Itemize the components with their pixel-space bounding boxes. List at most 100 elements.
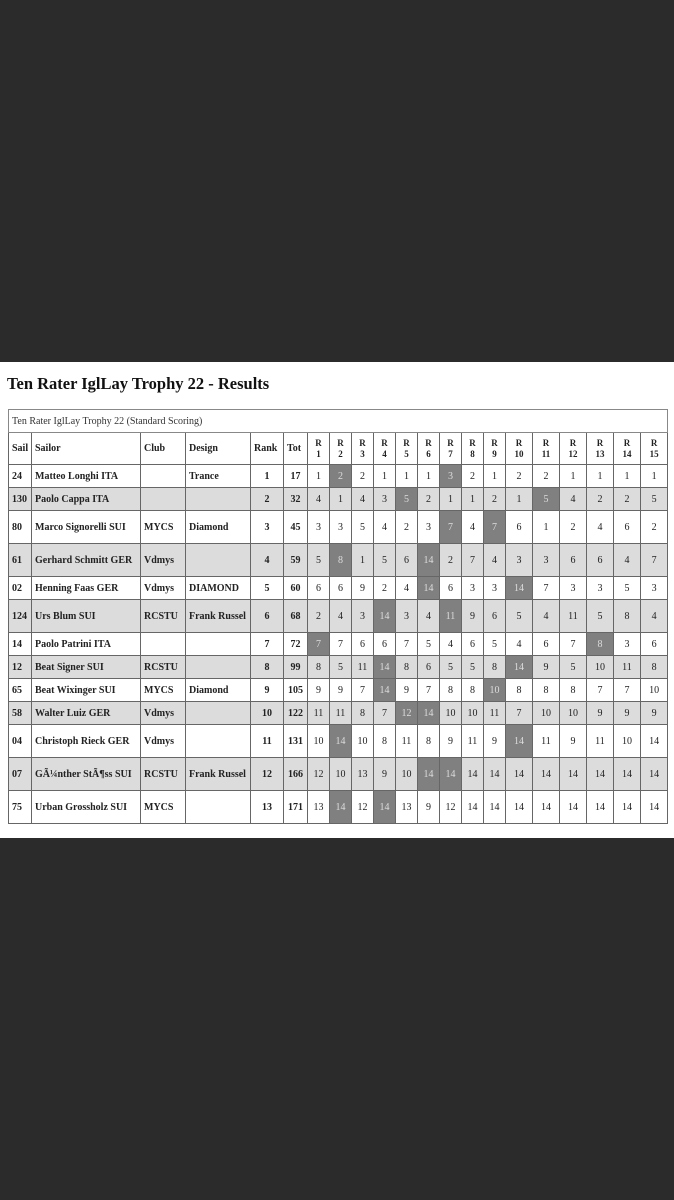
race-score: 3 — [417, 510, 440, 544]
sail-cell: 14 — [8, 632, 32, 656]
race-score: 11 — [351, 655, 374, 679]
race-score: 6 — [532, 632, 560, 656]
race-score: 1 — [461, 487, 484, 511]
race-score: 3 — [483, 576, 506, 600]
race-score: 4 — [639, 599, 669, 633]
race-score: 4 — [461, 510, 484, 544]
design-cell — [185, 790, 251, 824]
race-score: 10 — [639, 678, 669, 702]
race-score: 8 — [461, 678, 484, 702]
race-score: 1 — [639, 464, 669, 488]
column-header-race-10: R 10 — [505, 432, 533, 465]
total-cell: 72 — [283, 632, 308, 656]
total-cell: 166 — [283, 757, 308, 791]
club-cell: Vdmys — [140, 543, 186, 577]
race-score: 2 — [307, 599, 330, 633]
race-score: 6 — [351, 632, 374, 656]
total-cell: 105 — [283, 678, 308, 702]
race-score: 10 — [532, 701, 560, 725]
race-score: 5 — [351, 510, 374, 544]
race-score: 8 — [373, 724, 396, 758]
race-score: 3 — [586, 576, 614, 600]
race-score: 2 — [439, 543, 462, 577]
race-score: 10 — [461, 701, 484, 725]
race-score: 1 — [439, 487, 462, 511]
discarded-race-score: 11 — [439, 599, 462, 633]
race-score: 11 — [461, 724, 484, 758]
discarded-race-score: 10 — [483, 678, 506, 702]
race-score: 14 — [639, 724, 669, 758]
sail-cell: 24 — [8, 464, 32, 488]
table-row: 61 Gerhard Schmitt GER Vdmys 4 59 5 8 1 5 6 14 2 7 4 3… — [8, 543, 669, 577]
race-score: 3 — [613, 632, 641, 656]
race-score: 2 — [461, 464, 484, 488]
race-score: 13 — [395, 790, 418, 824]
discarded-race-score: 14 — [505, 576, 533, 600]
design-cell — [185, 701, 251, 725]
race-score: 2 — [586, 487, 614, 511]
sailor-cell: GÃ¼nther StÃ¶ss SUI — [31, 757, 141, 791]
discarded-race-score: 8 — [586, 632, 614, 656]
race-score: 3 — [532, 543, 560, 577]
sailor-cell: Paolo Cappa ITA — [31, 487, 141, 511]
column-header-race-2: R 2 — [329, 432, 352, 465]
race-score: 14 — [505, 790, 533, 824]
design-cell: Trance — [185, 464, 251, 488]
design-cell — [185, 724, 251, 758]
race-score: 14 — [532, 790, 560, 824]
table-row: 24 Matteo Longhi ITA Trance 1 17 1 2 2 1 1 1 3 2 1 2 2 1… — [8, 464, 669, 488]
total-cell: 32 — [283, 487, 308, 511]
total-cell: 68 — [283, 599, 308, 633]
rank-cell: 12 — [250, 757, 284, 791]
sail-cell: 12 — [8, 655, 32, 679]
discarded-race-score: 7 — [483, 510, 506, 544]
column-header-race-15: R 15 — [639, 432, 669, 465]
rank-cell: 4 — [250, 543, 284, 577]
discarded-race-score: 14 — [505, 655, 533, 679]
race-score: 10 — [329, 757, 352, 791]
race-score: 1 — [532, 510, 560, 544]
race-score: 5 — [461, 655, 484, 679]
table-row: 12 Beat Signer SUI RCSTU 8 99 8 5 11 14 8 6 5 5 8 14 9 5… — [8, 655, 669, 679]
race-score: 2 — [613, 487, 641, 511]
race-score: 9 — [559, 724, 587, 758]
column-header-race-3: R 3 — [351, 432, 374, 465]
race-score: 14 — [505, 757, 533, 791]
race-score: 2 — [559, 510, 587, 544]
rank-cell: 7 — [250, 632, 284, 656]
sail-cell: 80 — [8, 510, 32, 544]
race-score: 5 — [559, 655, 587, 679]
sail-cell: 75 — [8, 790, 32, 824]
race-score: 7 — [373, 701, 396, 725]
race-score: 1 — [329, 487, 352, 511]
discarded-race-score: 14 — [417, 576, 440, 600]
race-score: 6 — [559, 543, 587, 577]
race-score: 14 — [483, 790, 506, 824]
column-header-race-14: R 14 — [613, 432, 641, 465]
race-score: 4 — [559, 487, 587, 511]
sail-cell: 58 — [8, 701, 32, 725]
race-score: 4 — [505, 632, 533, 656]
race-score: 10 — [439, 701, 462, 725]
race-score: 14 — [639, 757, 669, 791]
sailor-cell: Walter Luiz GER — [31, 701, 141, 725]
sailor-cell: Urban Grossholz SUI — [31, 790, 141, 824]
race-score: 9 — [307, 678, 330, 702]
race-score: 11 — [559, 599, 587, 633]
table-row: 75 Urban Grossholz SUI MYCS 13 171 13 14 12 14 13… — [8, 790, 669, 824]
race-score: 13 — [351, 757, 374, 791]
race-score: 10 — [586, 655, 614, 679]
race-score: 14 — [461, 790, 484, 824]
race-score: 5 — [586, 599, 614, 633]
club-cell — [140, 464, 186, 488]
discarded-race-score: 5 — [532, 487, 560, 511]
race-score: 1 — [613, 464, 641, 488]
race-score: 5 — [639, 487, 669, 511]
race-score: 4 — [329, 599, 352, 633]
discarded-race-score: 5 — [395, 487, 418, 511]
race-score: 14 — [613, 757, 641, 791]
race-score: 8 — [439, 678, 462, 702]
club-cell: RCSTU — [140, 655, 186, 679]
column-header-rank: Rank — [250, 432, 284, 465]
sail-cell: 02 — [8, 576, 32, 600]
